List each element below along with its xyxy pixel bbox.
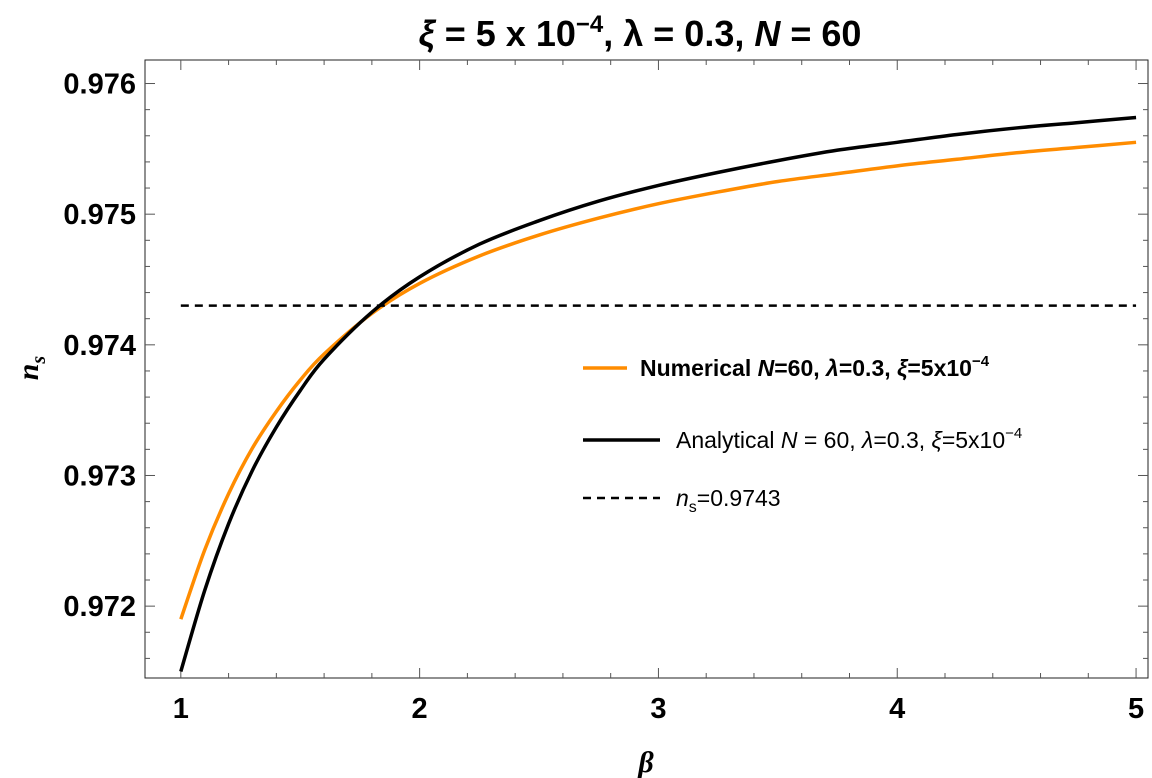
- chart-title: ξ = 5 x 10−4, λ = 0.3, N = 60: [419, 11, 862, 54]
- y-axis-label-base: n: [12, 364, 45, 381]
- legend-label-reference: ns=0.9743: [676, 485, 781, 516]
- series-layer: [179, 115, 1137, 672]
- plot-frame: [144, 59, 1149, 679]
- x-tick-label: 4: [889, 693, 905, 725]
- y-axis-label: ns: [12, 356, 50, 381]
- y-axis-ticks: 0.972 0.973 0.974 0.975 0.976: [63, 69, 1148, 659]
- title-n-symbol: N: [754, 13, 781, 54]
- x-tick-label: 1: [173, 693, 189, 725]
- legend: Numerical N=60, λ=0.3, ξ=5x10−4 Analytic…: [583, 353, 1022, 516]
- x-axis-label: β: [637, 746, 654, 778]
- y-tick-label: 0.973: [63, 460, 136, 492]
- series-analytical: [179, 115, 1137, 672]
- y-tick-label: 0.972: [63, 591, 136, 623]
- x-tick-label: 2: [412, 693, 428, 725]
- y-tick-label: 0.974: [63, 330, 136, 362]
- x-tick-label: 5: [1128, 693, 1144, 725]
- title-lambda-value: = 0.3,: [643, 13, 754, 54]
- series-numerical: [179, 140, 1137, 620]
- title-xi-exponent: −4: [576, 11, 604, 38]
- legend-label-analytical: Analytical N = 60, λ=0.3, ξ=5x10−4: [676, 425, 1022, 453]
- legend-label-numerical: Numerical N=60, λ=0.3, ξ=5x10−4: [640, 353, 990, 381]
- title-xi-symbol: ξ: [419, 13, 437, 54]
- x-tick-label: 3: [650, 693, 666, 725]
- title-xi-value: = 5 x 10: [435, 13, 576, 54]
- x-axis-ticks: 1 2 3 4 5: [173, 60, 1144, 725]
- y-tick-label: 0.976: [63, 69, 136, 101]
- y-tick-label: 0.975: [63, 199, 136, 231]
- y-axis-label-subscript: s: [28, 356, 50, 365]
- title-n-value: = 60: [780, 13, 861, 54]
- title-lambda-symbol: , λ: [603, 13, 643, 54]
